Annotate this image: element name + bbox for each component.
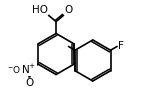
Text: F: F	[118, 41, 124, 51]
Text: O: O	[25, 78, 34, 88]
Text: N$^{+}$: N$^{+}$	[21, 63, 37, 76]
Text: HO: HO	[32, 5, 48, 15]
Text: O: O	[64, 5, 72, 15]
Text: $^{-}$O: $^{-}$O	[7, 64, 21, 75]
